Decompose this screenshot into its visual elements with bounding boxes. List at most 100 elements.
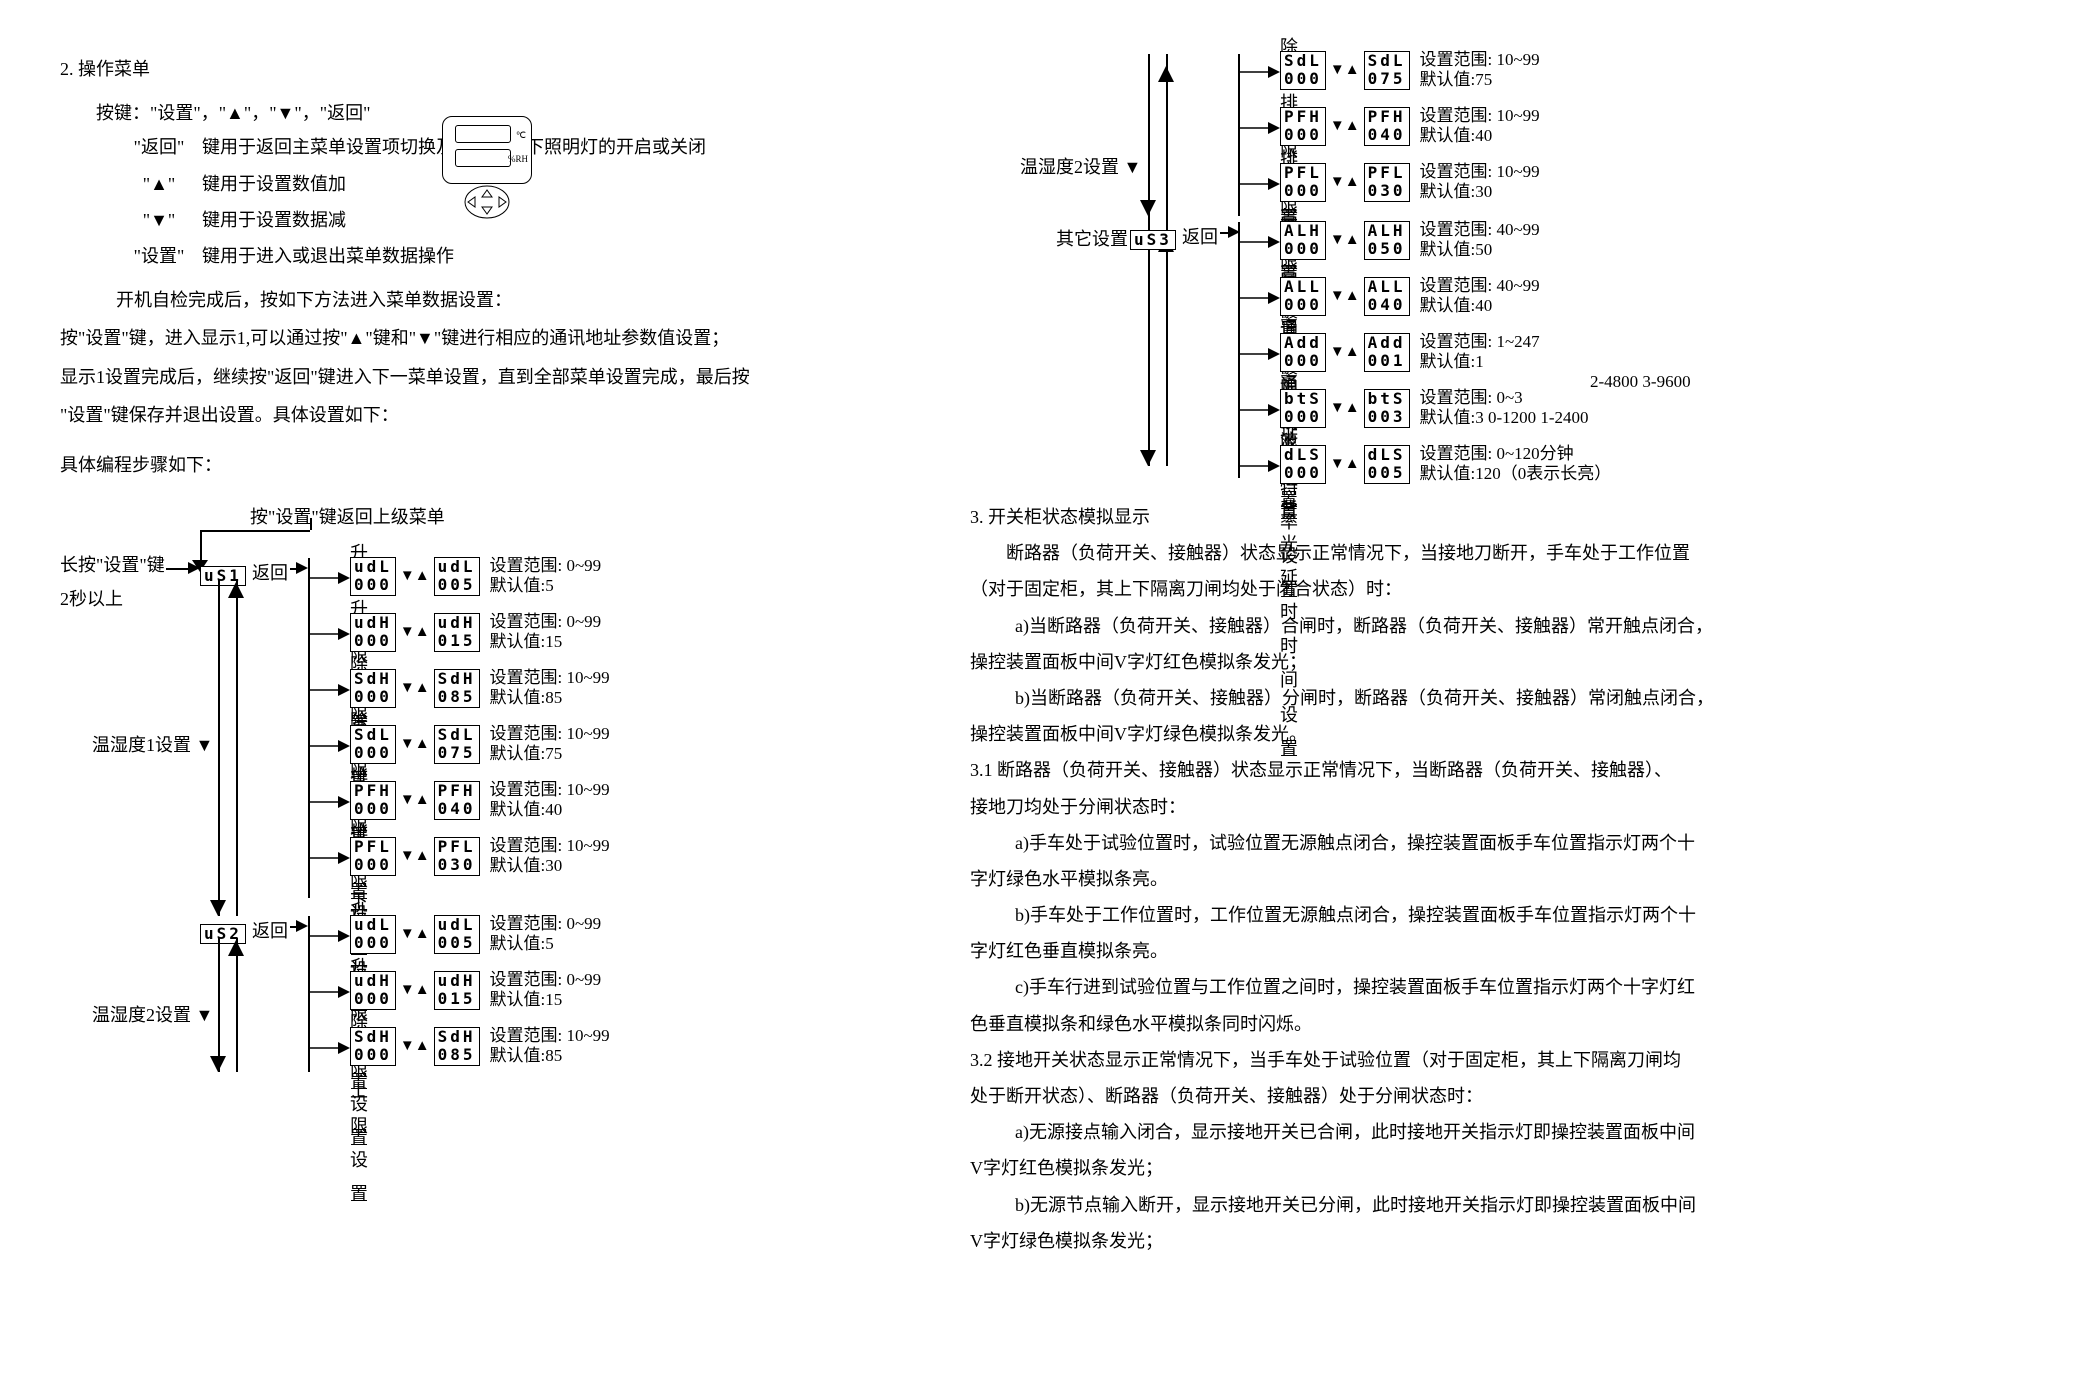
param-default: 默认值:40	[1420, 126, 1540, 146]
param-code2: btS	[1364, 389, 1410, 409]
param-range: 设置范围: 1~247	[1420, 332, 1540, 352]
param-default: 默认值:85	[490, 688, 610, 708]
param-code2: Add	[1364, 333, 1410, 353]
param-range: 设置范围: 40~99	[1420, 220, 1540, 240]
param-code: btS	[1280, 389, 1326, 409]
param-code2: SdL	[434, 725, 480, 745]
param-val: 085	[434, 1046, 480, 1066]
param-code2: udL	[434, 557, 480, 577]
param-code2: udL	[434, 915, 480, 935]
param-default: 默认值:40	[1420, 296, 1540, 316]
param-code: udH	[350, 971, 396, 991]
key-up-desc: 键用于设置数值加	[202, 167, 940, 201]
param-range: 设置范围: 0~3	[1420, 388, 1589, 408]
param-code: SdL	[350, 725, 396, 745]
param-val: 040	[1364, 126, 1410, 146]
return-label-1: 返回	[252, 556, 288, 590]
param-default: 默认值:1	[1420, 352, 1540, 372]
param-range: 设置范围: 0~99	[490, 556, 602, 576]
param-code2: ALH	[1364, 221, 1410, 241]
param-range: 设置范围: 40~99	[1420, 276, 1540, 296]
para2: 按"设置"键，进入显示1,可以通过按"▲"键和"▼"键进行相应的通讯地址参数值设…	[60, 321, 940, 355]
param-val: 075	[434, 744, 480, 764]
param-init: 000	[1280, 182, 1326, 202]
param-default: 默认值:30	[1420, 182, 1540, 202]
param-code: PFL	[1280, 163, 1326, 183]
param-code: ALH	[1280, 221, 1326, 241]
param-code2: udH	[434, 613, 480, 633]
key-set: "设置"	[116, 239, 202, 273]
param-val: 001	[1364, 352, 1410, 372]
param-range: 设置范围: 0~99	[490, 914, 602, 934]
param-range: 设置范围: 10~99	[490, 1026, 610, 1046]
param-code2: PFH	[1364, 107, 1410, 127]
key-down-desc: 键用于设置数据减	[202, 203, 940, 237]
param-default: 默认值:85	[490, 1046, 610, 1066]
param-default: 默认值:40	[490, 800, 610, 820]
group2-title-r: 温湿度2设置 ▼	[1020, 150, 1141, 184]
param-code2: dLS	[1364, 445, 1410, 465]
key-down: "▼"	[116, 203, 202, 237]
param-code: PFH	[1280, 107, 1326, 127]
param-code2: ALL	[1364, 277, 1410, 297]
param-code: SdH	[350, 1027, 396, 1047]
param-code2: PFL	[1364, 163, 1410, 183]
param-init: 000	[1280, 464, 1326, 484]
param-val: 005	[434, 934, 480, 954]
us3-display: uS3	[1130, 230, 1176, 250]
key-up: "▲"	[116, 167, 202, 201]
param-default: 默认值:5	[490, 934, 602, 954]
param-code2: SdL	[1364, 51, 1410, 71]
param-range: 设置范围: 10~99	[490, 836, 610, 856]
group2-title: 温湿度2设置 ▼	[92, 998, 213, 1032]
key-return-desc: 键用于返回主菜单设置项切换及测量状态下照明灯的开启或关闭	[202, 130, 940, 164]
param-val: 030	[434, 856, 480, 876]
group1-title: 温湿度1设置 ▼	[92, 728, 213, 762]
param-range: 设置范围: 10~99	[490, 780, 610, 800]
param-range: 设置范围: 10~99	[1420, 50, 1540, 70]
param-default: 默认值:120（0表示长亮）	[1420, 464, 1612, 484]
param-range: 设置范围: 0~99	[490, 970, 602, 990]
param-default: 默认值:75	[1420, 70, 1540, 90]
param-code2: SdH	[434, 1027, 480, 1047]
para5: 具体编程步骤如下：	[60, 448, 940, 482]
section-title: 操作菜单	[78, 59, 150, 79]
param-val: 075	[1364, 70, 1410, 90]
long-press: 长按"设置"键 2秒以上	[60, 548, 165, 616]
return-label-3: 返回	[1182, 220, 1218, 254]
param-range: 设置范围: 10~99	[1420, 106, 1540, 126]
section-num: 2.	[60, 59, 74, 79]
param-range: 设置范围: 0~120分钟	[1420, 444, 1612, 464]
param-code: PFH	[350, 781, 396, 801]
param-range: 设置范围: 10~99	[490, 724, 610, 744]
param-code2: PFL	[434, 837, 480, 857]
param-range: 设置范围: 10~99	[1420, 162, 1540, 182]
param-init: 000	[350, 1046, 396, 1066]
param-default: 默认值:15	[490, 990, 602, 1010]
para4: "设置"键保存并退出设置。具体设置如下：	[60, 398, 940, 432]
param-code: SdL	[1280, 51, 1326, 71]
param-val: 003	[1364, 408, 1410, 428]
param-code2: udH	[434, 971, 480, 991]
param-code: udH	[350, 613, 396, 633]
param-code2: PFH	[434, 781, 480, 801]
param-range: 设置范围: 0~99	[490, 612, 602, 632]
param-init: 000	[350, 856, 396, 876]
param-val: 015	[434, 990, 480, 1010]
param-code: SdH	[350, 669, 396, 689]
right-flow-diagram: 温湿度2设置 ▼ 除湿下限设置 SdL 000 ▼▲ SdL 075 设置范围:…	[970, 44, 2028, 494]
group3-title: 其它设置	[1056, 222, 1128, 256]
device-illustration: ℃ %RH	[442, 116, 532, 184]
key-set-desc: 键用于进入或退出菜单数据操作	[202, 239, 940, 273]
para1: 开机自检完成后，按如下方法进入菜单数据设置：	[116, 283, 940, 317]
param-val: 015	[434, 632, 480, 652]
param-code: PFL	[350, 837, 396, 857]
param-code: Add	[1280, 333, 1326, 353]
param-default: 默认值:15	[490, 632, 602, 652]
flow-diagram: 按"设置"键返回上级菜单 长按"设置"键 2秒以上 uS1 返回	[60, 500, 940, 1072]
param-code2: SdH	[434, 669, 480, 689]
param-val: 005	[1364, 464, 1410, 484]
para3: 显示1设置完成后，继续按"返回"键进入下一菜单设置，直到全部菜单设置完成，最后按	[60, 360, 940, 394]
param-val: 085	[434, 688, 480, 708]
param-code: dLS	[1280, 445, 1326, 465]
